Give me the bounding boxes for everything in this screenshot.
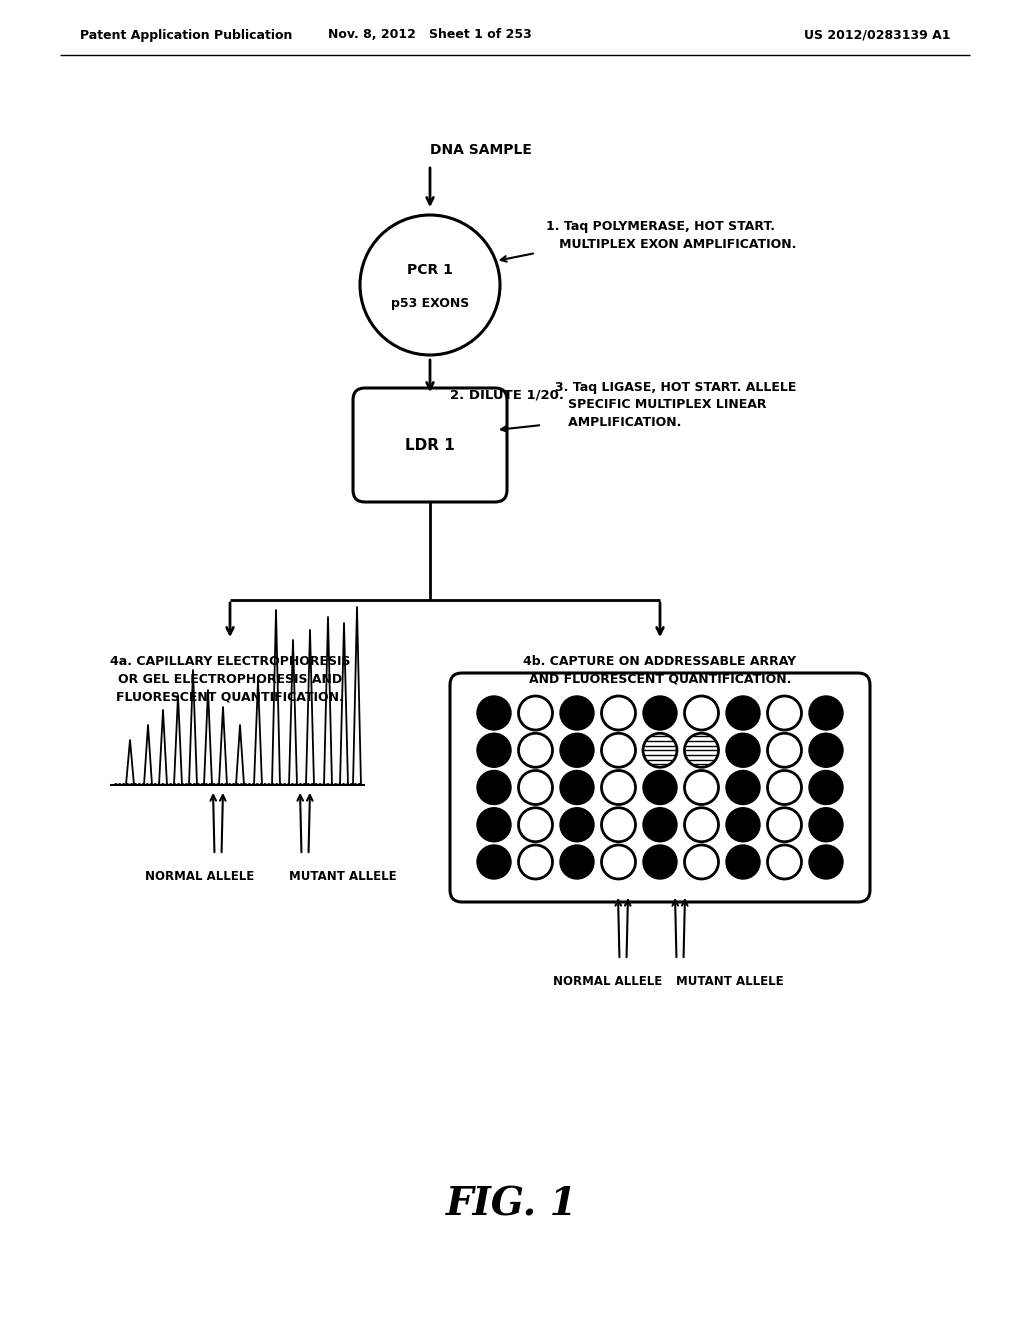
Circle shape	[601, 808, 636, 842]
Circle shape	[726, 771, 760, 804]
Text: 4b. CAPTURE ON ADDRESSABLE ARRAY
AND FLUORESCENT QUANTIFICATION.: 4b. CAPTURE ON ADDRESSABLE ARRAY AND FLU…	[523, 655, 797, 686]
Text: 1. Taq POLYMERASE, HOT START.
   MULTIPLEX EXON AMPLIFICATION.: 1. Taq POLYMERASE, HOT START. MULTIPLEX …	[546, 220, 796, 252]
Text: Nov. 8, 2012   Sheet 1 of 253: Nov. 8, 2012 Sheet 1 of 253	[328, 29, 531, 41]
Text: 3. Taq LIGASE, HOT START. ALLELE
   SPECIFIC MULTIPLEX LINEAR
   AMPLIFICATION.: 3. Taq LIGASE, HOT START. ALLELE SPECIFI…	[555, 380, 797, 429]
Circle shape	[601, 845, 636, 879]
Circle shape	[684, 845, 719, 879]
Circle shape	[684, 696, 719, 730]
Circle shape	[601, 696, 636, 730]
Circle shape	[684, 771, 719, 804]
Text: NORMAL ALLELE: NORMAL ALLELE	[553, 975, 663, 987]
Circle shape	[726, 733, 760, 767]
Text: p53 EXONS: p53 EXONS	[391, 297, 469, 309]
Circle shape	[518, 696, 553, 730]
Circle shape	[560, 808, 594, 842]
Circle shape	[809, 733, 843, 767]
Circle shape	[560, 771, 594, 804]
Text: MUTANT ALLELE: MUTANT ALLELE	[676, 975, 783, 987]
Circle shape	[601, 733, 636, 767]
Text: FIG. 1: FIG. 1	[446, 1185, 578, 1224]
Text: US 2012/0283139 A1: US 2012/0283139 A1	[804, 29, 950, 41]
Text: MUTANT ALLELE: MUTANT ALLELE	[289, 870, 397, 883]
Text: Patent Application Publication: Patent Application Publication	[80, 29, 293, 41]
Circle shape	[809, 808, 843, 842]
Circle shape	[643, 771, 677, 804]
Circle shape	[684, 808, 719, 842]
Circle shape	[768, 808, 802, 842]
Circle shape	[560, 733, 594, 767]
Circle shape	[560, 845, 594, 879]
Circle shape	[768, 733, 802, 767]
Circle shape	[768, 845, 802, 879]
Circle shape	[726, 696, 760, 730]
Circle shape	[477, 733, 511, 767]
Circle shape	[518, 733, 553, 767]
Text: 4a. CAPILLARY ELECTROPHORESIS
OR GEL ELECTROPHORESIS AND
FLUORESCENT QUANTIFICAT: 4a. CAPILLARY ELECTROPHORESIS OR GEL ELE…	[110, 655, 350, 704]
Circle shape	[809, 845, 843, 879]
Circle shape	[768, 696, 802, 730]
Circle shape	[643, 696, 677, 730]
Text: PCR 1: PCR 1	[408, 263, 453, 277]
Circle shape	[518, 808, 553, 842]
Circle shape	[477, 808, 511, 842]
Circle shape	[768, 771, 802, 804]
Circle shape	[643, 845, 677, 879]
Text: 2. DILUTE 1/20.: 2. DILUTE 1/20.	[450, 388, 564, 401]
Text: LDR 1: LDR 1	[406, 437, 455, 453]
Circle shape	[518, 845, 553, 879]
Circle shape	[601, 771, 636, 804]
Circle shape	[726, 845, 760, 879]
Circle shape	[477, 845, 511, 879]
Circle shape	[477, 771, 511, 804]
Circle shape	[809, 696, 843, 730]
Circle shape	[560, 696, 594, 730]
Circle shape	[643, 733, 677, 767]
Text: NORMAL ALLELE: NORMAL ALLELE	[145, 870, 255, 883]
Circle shape	[809, 771, 843, 804]
Circle shape	[684, 733, 719, 767]
Circle shape	[726, 808, 760, 842]
Circle shape	[643, 808, 677, 842]
Circle shape	[477, 696, 511, 730]
Text: DNA SAMPLE: DNA SAMPLE	[430, 143, 531, 157]
Circle shape	[518, 771, 553, 804]
